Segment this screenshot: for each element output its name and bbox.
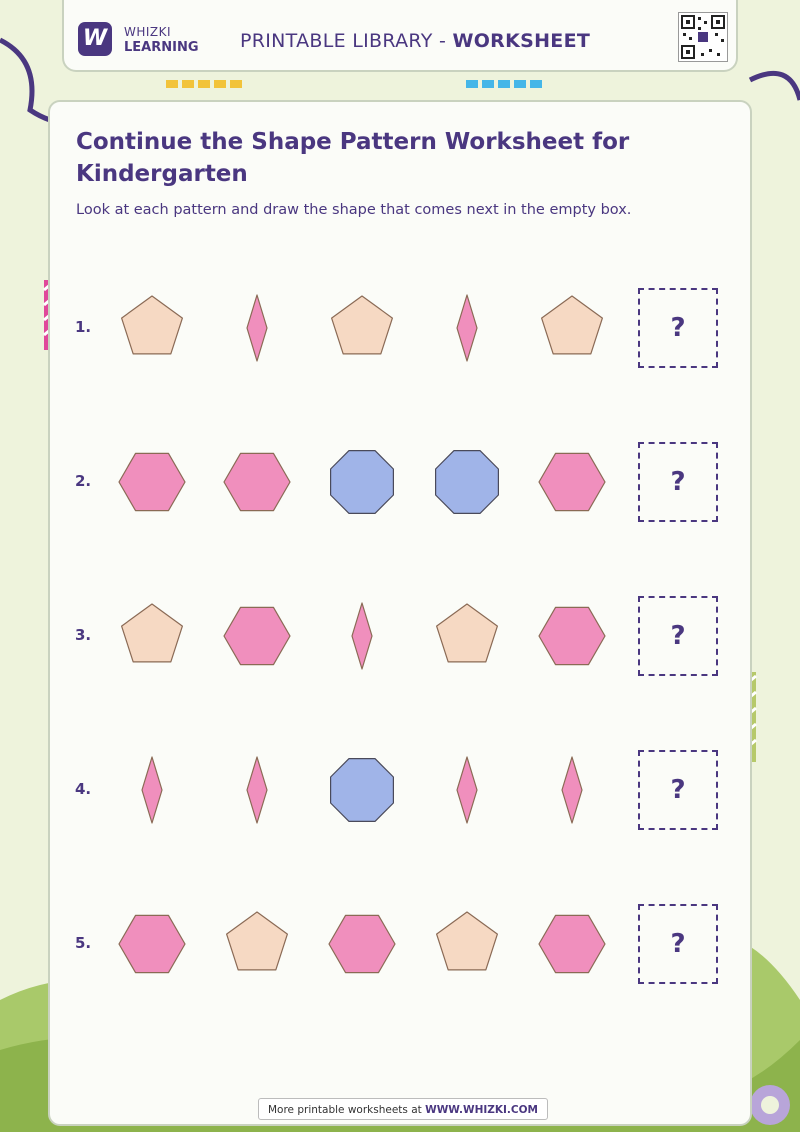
hexagon-shape xyxy=(223,606,291,666)
question-mark: ? xyxy=(670,467,686,497)
row-number: 4. xyxy=(75,780,92,798)
rhombus-shape xyxy=(141,756,163,824)
answer-box[interactable]: ? xyxy=(638,904,718,984)
pentagon-shape xyxy=(120,603,183,663)
qr-code-icon[interactable] xyxy=(678,12,728,62)
rhombus-shape xyxy=(456,756,478,824)
question-mark: ? xyxy=(670,621,686,651)
header-title: PRINTABLE LIBRARY - WORKSHEET xyxy=(240,30,591,52)
header-bar: W WHIZKI LEARNING PRINTABLE LIBRARY - WO… xyxy=(62,0,738,72)
answer-box[interactable]: ? xyxy=(638,288,718,368)
hexagon-shape xyxy=(118,914,186,974)
answer-box[interactable]: ? xyxy=(638,442,718,522)
rhombus-shape xyxy=(246,756,268,824)
pentagon-shape xyxy=(120,295,183,355)
question-mark: ? xyxy=(670,929,686,959)
pentagon-shape xyxy=(436,603,498,663)
answer-box[interactable]: ? xyxy=(638,596,718,676)
rhombus-shape xyxy=(351,602,373,670)
rhombus-shape xyxy=(456,294,478,362)
row-number: 1. xyxy=(75,318,92,336)
row-number: 3. xyxy=(75,626,92,644)
instructions-text: Look at each pattern and draw the shape … xyxy=(76,202,632,218)
hexagon-shape xyxy=(328,914,396,974)
hexagon-shape xyxy=(118,452,186,512)
hexagon-shape xyxy=(538,914,606,974)
whizki-logo[interactable]: W xyxy=(78,22,112,56)
row-number: 5. xyxy=(75,934,92,952)
question-mark: ? xyxy=(670,775,686,805)
row-number: 2. xyxy=(75,472,92,490)
rhombus-shape xyxy=(246,294,268,362)
hexagon-shape xyxy=(223,452,291,512)
question-mark: ? xyxy=(670,313,686,343)
answer-box[interactable]: ? xyxy=(638,750,718,830)
brand-name: WHIZKI xyxy=(124,25,172,39)
page-title: Continue the Shape Pattern Worksheet for… xyxy=(76,129,630,187)
octagon-shape xyxy=(330,757,394,823)
pentagon-shape xyxy=(331,295,393,355)
hexagon-shape xyxy=(538,606,606,666)
octagon-shape xyxy=(330,450,394,515)
hexagon-shape xyxy=(538,452,606,512)
pentagon-shape xyxy=(226,911,288,971)
brand-subtitle: LEARNING xyxy=(124,40,199,55)
octagon-shape xyxy=(435,450,499,515)
footer-link[interactable]: More printable worksheets at WWW.WHIZKI.… xyxy=(258,1098,548,1120)
rhombus-shape xyxy=(561,756,583,824)
pentagon-shape xyxy=(540,295,604,355)
pentagon-shape xyxy=(436,911,498,971)
